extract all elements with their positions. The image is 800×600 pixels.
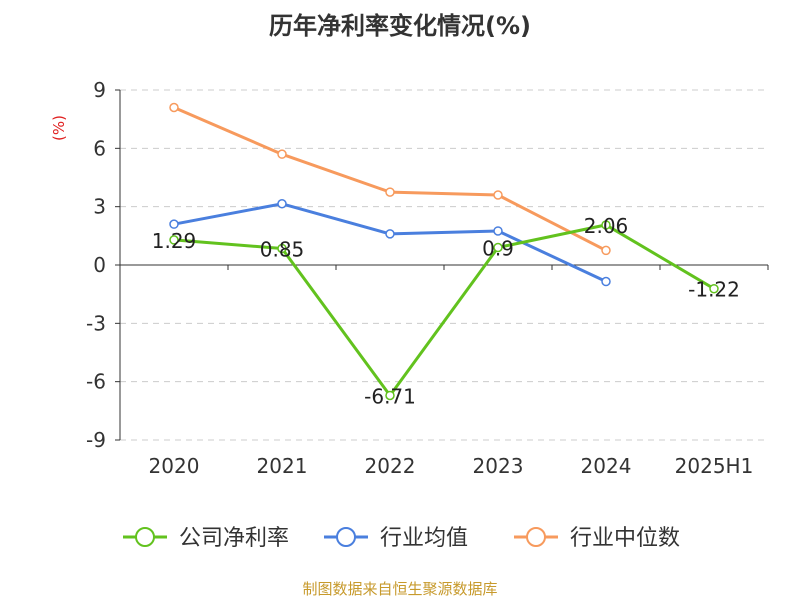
data-label: -6.71 <box>364 384 416 408</box>
data-point <box>169 219 179 229</box>
legend-marker <box>135 527 155 547</box>
data-point <box>277 199 287 209</box>
y-tick-label: -6 <box>86 370 106 394</box>
legend-marker <box>526 527 546 547</box>
data-point <box>277 243 287 254</box>
data-label: 0.85 <box>260 237 305 261</box>
y-tick-label: -3 <box>86 311 106 335</box>
data-label: -1.22 <box>688 278 740 302</box>
x-tick-label: 2022 <box>365 454 416 478</box>
data-label: 1.29 <box>152 229 197 253</box>
y-tick-label: -9 <box>86 428 106 452</box>
y-tick-label: 9 <box>93 78 106 102</box>
data-point <box>601 276 611 287</box>
chart-title: 历年净利率变化情况(%) <box>269 12 531 40</box>
data-point <box>493 242 503 253</box>
data-label: 0.9 <box>482 237 514 261</box>
data-point <box>277 149 287 159</box>
y-tick-label: 3 <box>93 195 106 219</box>
series-line <box>173 202 607 283</box>
x-tick-label: 2024 <box>581 454 632 478</box>
series-line <box>173 106 607 252</box>
y-tick-label: 6 <box>93 136 106 160</box>
y-tick-label: 0 <box>93 253 106 277</box>
x-tick-label: 2021 <box>257 454 308 478</box>
data-label: 2.06 <box>584 214 629 238</box>
data-point <box>709 283 719 294</box>
legend-marker <box>336 527 356 547</box>
x-tick-label: 2023 <box>473 454 524 478</box>
legend-label: 公司净利率 <box>179 526 289 551</box>
data-point <box>493 226 503 236</box>
x-tick-label: 2020 <box>149 454 200 478</box>
legend-label: 行业均值 <box>380 526 468 551</box>
data-point <box>169 235 179 245</box>
data-point <box>601 245 611 256</box>
source-note: 制图数据来自恒生聚源数据库 <box>302 580 498 598</box>
data-point <box>385 187 395 197</box>
data-point <box>169 102 179 113</box>
data-point <box>385 390 395 401</box>
x-tick-label: 2025H1 <box>675 454 754 478</box>
data-point <box>385 229 395 239</box>
data-point <box>601 220 611 230</box>
series-line <box>173 223 715 397</box>
y-axis-label: (%) <box>50 115 68 141</box>
data-point <box>493 190 503 200</box>
legend-label: 行业中位数 <box>570 526 680 551</box>
